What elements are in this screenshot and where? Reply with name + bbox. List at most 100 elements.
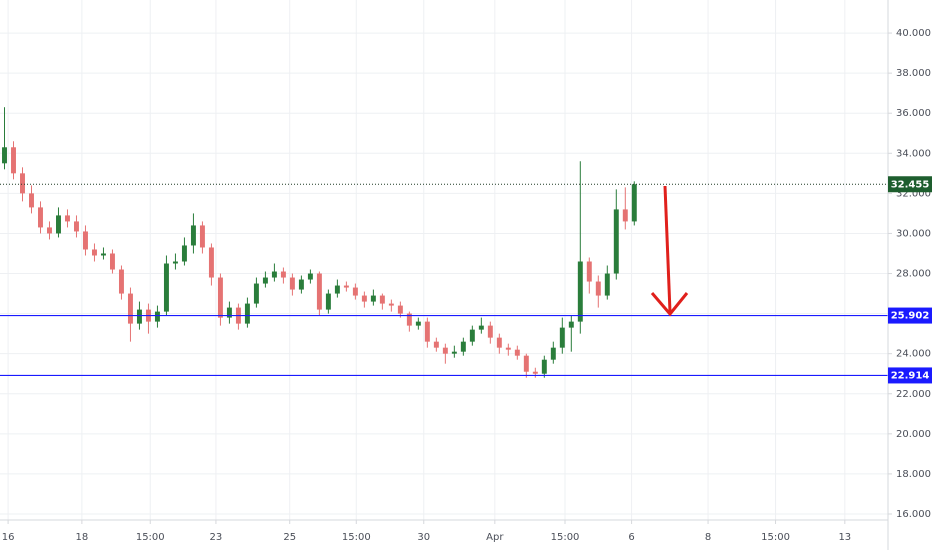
plot (0, 107, 888, 378)
x-tick-label: 13 (838, 532, 851, 543)
candle-body (631, 184, 637, 222)
candle-body (622, 209, 628, 222)
candle-body (370, 295, 376, 302)
candle-body (307, 273, 313, 280)
y-tick-label: 30.000 (896, 228, 931, 239)
candle-body (415, 321, 421, 326)
candle-body (199, 225, 205, 248)
x-tick-label: 15:00 (551, 532, 580, 543)
candle-body (253, 283, 259, 304)
candle-body (379, 295, 385, 304)
price-label-bg (888, 307, 932, 324)
candle-body (595, 281, 601, 296)
candle-body (163, 263, 169, 312)
candle-body (271, 271, 277, 278)
candle-body (577, 261, 583, 322)
candle-body (100, 253, 106, 256)
candle-body (496, 337, 502, 348)
candle-body (20, 173, 25, 194)
x-tick-label: 15:00 (342, 532, 371, 543)
y-tick-label: 32.000 (896, 188, 931, 199)
candle-body (29, 193, 34, 208)
candle-body (604, 273, 610, 296)
candle-body (523, 355, 529, 372)
candle-body (334, 285, 340, 294)
candle-body (478, 325, 484, 330)
candle-body (487, 325, 493, 338)
candle-body (469, 329, 475, 342)
candle-body (91, 249, 97, 256)
candle-body (82, 231, 88, 250)
x-tick-label: 16 (2, 532, 15, 543)
candle-body (280, 271, 286, 278)
axes: 16.00018.00020.00022.00024.00026.00028.0… (2, 28, 932, 543)
candle-body (65, 215, 70, 222)
price-label: 22.914 (891, 370, 930, 381)
candle-body (244, 303, 250, 324)
candle-body (460, 341, 466, 352)
candle-body (74, 221, 79, 232)
candle-body (361, 295, 367, 302)
candle-body (325, 293, 331, 310)
x-tick-label: 25 (283, 532, 296, 543)
x-tick-label: 30 (417, 532, 430, 543)
candle-body (289, 277, 295, 290)
candle-body (550, 347, 556, 360)
candle-body (47, 227, 52, 234)
candle-body (397, 305, 403, 314)
x-tick-label: Apr (486, 532, 504, 543)
candle-body (11, 147, 16, 174)
y-tick-label: 18.000 (896, 469, 931, 480)
candle-body (433, 341, 439, 348)
y-tick-label: 22.000 (896, 389, 931, 400)
x-tick-label: 15:00 (761, 532, 790, 543)
y-tick-label: 20.000 (896, 429, 931, 440)
candle-body (109, 253, 115, 270)
candle-body (559, 327, 565, 348)
candle-body (217, 277, 223, 318)
candle-body (136, 309, 142, 324)
candle-body (208, 247, 214, 278)
price-label: 25.902 (891, 311, 930, 322)
candle-body (262, 277, 268, 284)
candle-body (181, 245, 187, 262)
x-tick-label: 8 (705, 532, 711, 543)
candle-body (2, 147, 7, 164)
candle-body (388, 303, 394, 306)
candle-body (424, 321, 430, 342)
y-tick-label: 38.000 (896, 68, 931, 79)
last-price-label-bg (888, 176, 932, 193)
candle-body (172, 261, 178, 264)
candle-body (613, 209, 619, 274)
x-tick-label: 23 (210, 532, 223, 543)
candle-body (586, 261, 592, 282)
y-tick-label: 36.000 (896, 108, 931, 119)
candle-body (505, 347, 511, 350)
candle-body (406, 313, 412, 326)
candle-body (154, 311, 160, 322)
annotation-arrow (650, 185, 689, 317)
x-tick-label: 18 (76, 532, 89, 543)
candle-body (451, 351, 457, 354)
last-price-label: 32.455 (891, 179, 930, 190)
y-tick-label: 28.000 (896, 269, 931, 280)
candle-body (127, 293, 133, 324)
candle-body (343, 285, 349, 288)
candle-body (442, 347, 448, 354)
x-tick-label: 15:00 (136, 532, 165, 543)
candle-body (514, 349, 520, 356)
candle-body (190, 225, 196, 246)
candle-body (298, 279, 304, 290)
candle-body (56, 215, 61, 234)
y-tick-label: 40.000 (896, 28, 931, 39)
y-tick-label: 16.000 (896, 509, 931, 520)
candle-body (532, 371, 538, 374)
price-label-bg (888, 367, 932, 384)
y-tick-label: 34.000 (896, 148, 931, 159)
candle-body (541, 359, 547, 374)
candle-body (38, 207, 43, 228)
candle-body (352, 287, 358, 296)
candle-body (226, 307, 232, 318)
